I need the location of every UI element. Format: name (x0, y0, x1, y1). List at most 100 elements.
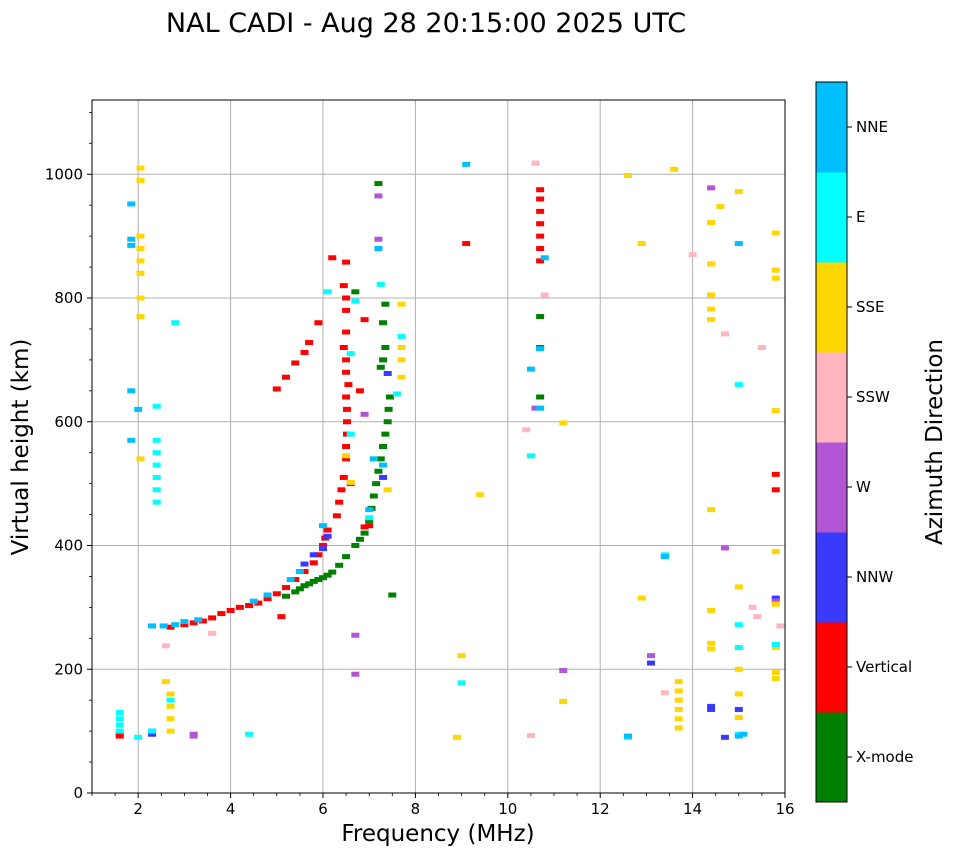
data-point (319, 523, 327, 529)
data-point (688, 252, 697, 258)
data-point (707, 703, 716, 709)
data-point (397, 333, 406, 339)
data-point (136, 258, 145, 264)
data-point (198, 618, 207, 624)
data-point (342, 259, 351, 265)
chart-title: NAL CADI - Aug 28 20:15:00 2025 UTC (166, 8, 686, 39)
y-tick-label: 400 (54, 537, 83, 555)
data-point (771, 230, 780, 236)
data-point (115, 710, 124, 716)
data-point (115, 733, 124, 739)
data-point (171, 622, 180, 628)
data-point (328, 569, 337, 575)
data-point (161, 643, 170, 649)
data-point (360, 530, 369, 536)
data-point (707, 646, 716, 652)
data-point (540, 292, 549, 298)
data-point (720, 734, 729, 740)
data-point (374, 236, 383, 242)
data-point (136, 295, 145, 301)
colorbar-tick-label: SSW (856, 388, 890, 406)
data-point (300, 583, 309, 589)
data-point (180, 619, 189, 625)
data-point (360, 317, 369, 323)
x-tick-label: 6 (318, 800, 328, 818)
data-point (355, 536, 364, 542)
data-point (134, 734, 143, 740)
data-point (319, 543, 327, 548)
data-point (536, 233, 545, 239)
data-point (536, 246, 545, 251)
data-point (383, 487, 392, 493)
data-point (660, 690, 669, 696)
data-point (376, 281, 385, 287)
data-point (152, 450, 161, 456)
data-point (674, 706, 683, 712)
data-point (734, 382, 743, 388)
data-point (385, 394, 394, 400)
data-point (335, 562, 344, 568)
data-point (771, 471, 780, 477)
data-point (379, 320, 388, 326)
data-point (235, 604, 244, 610)
data-point (771, 601, 780, 607)
data-point (365, 523, 374, 529)
data-point (355, 388, 364, 394)
azimuth-colorbar: X-mode Vertical NNW W SSW SSE E NNE (815, 81, 913, 803)
data-point (707, 706, 716, 712)
data-point (397, 374, 406, 380)
data-point (254, 600, 263, 606)
data-point (707, 261, 716, 267)
colorbar-swatch (816, 82, 847, 173)
data-point (305, 340, 314, 346)
x-axis-ticks: 2 4 6 8 10 12 14 16 (91, 793, 795, 818)
data-point (559, 698, 568, 704)
data-point (342, 329, 351, 335)
data-point (134, 406, 143, 412)
data-point (152, 499, 161, 505)
data-point (536, 187, 545, 193)
data-point (360, 411, 369, 417)
data-point (342, 554, 351, 560)
data-point (734, 706, 743, 712)
data-point (282, 593, 291, 599)
data-point (771, 595, 780, 601)
data-point (374, 181, 383, 187)
data-point (462, 241, 471, 247)
data-point (383, 370, 392, 376)
data-point (115, 728, 124, 734)
data-point (559, 667, 568, 673)
colorbar-frame (815, 81, 848, 803)
data-point (282, 374, 291, 380)
data-point (136, 233, 145, 239)
x-tick-label: 4 (226, 800, 236, 818)
data-point (300, 561, 309, 567)
data-point (526, 732, 535, 738)
data-point (277, 614, 286, 620)
data-point (339, 283, 348, 289)
data-point (337, 487, 346, 493)
colorbar-tick-label: NNW (856, 568, 893, 586)
data-point (452, 734, 461, 740)
data-point (342, 456, 351, 462)
data-point (328, 255, 337, 261)
x-tick-label: 8 (411, 800, 421, 818)
data-point (351, 632, 360, 638)
data-point (127, 236, 136, 242)
data-point (397, 345, 406, 350)
data-point (314, 577, 323, 583)
data-point (771, 549, 780, 555)
data-point (245, 603, 254, 609)
data-point (674, 679, 683, 685)
data-point (342, 357, 351, 363)
data-point (771, 669, 780, 675)
data-point (152, 403, 161, 409)
y-tick-label: 800 (54, 289, 83, 307)
data-point (226, 607, 235, 613)
data-point (536, 208, 545, 214)
data-point (771, 275, 780, 281)
data-point (734, 691, 743, 697)
data-point (707, 292, 716, 298)
data-point (637, 241, 646, 247)
data-point (342, 369, 351, 375)
